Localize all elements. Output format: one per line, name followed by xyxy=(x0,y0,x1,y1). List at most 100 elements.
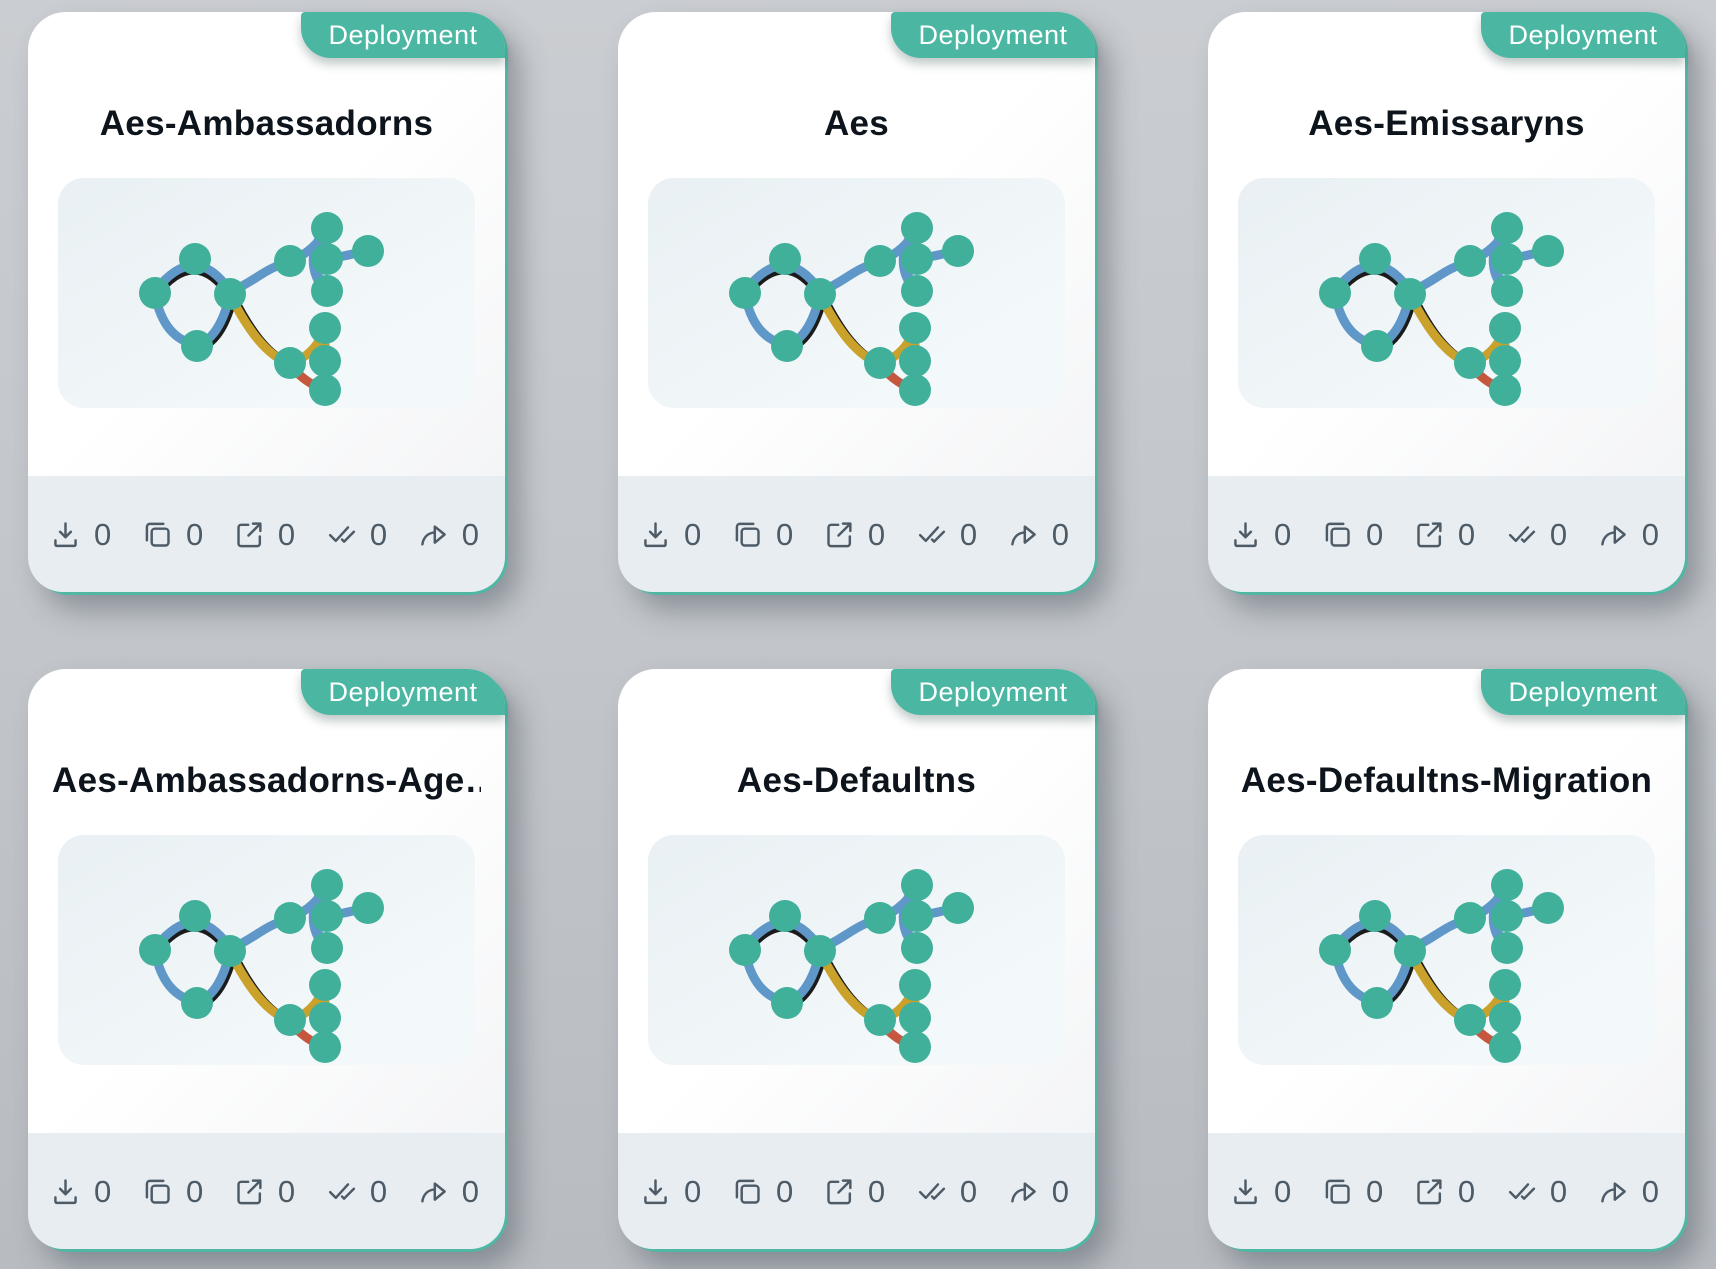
download-icon xyxy=(50,1176,81,1207)
external-link-icon xyxy=(234,1176,265,1207)
download-icon xyxy=(1230,1176,1261,1207)
copy-icon xyxy=(732,519,763,550)
copy-stat[interactable]: 0 xyxy=(1322,1176,1383,1207)
copy-count: 0 xyxy=(1365,516,1384,552)
pipeline-thumbnail xyxy=(58,835,475,1065)
pipeline-graph xyxy=(58,178,475,408)
copy-stat[interactable]: 0 xyxy=(732,519,793,550)
download-count: 0 xyxy=(684,516,702,552)
forward-count: 0 xyxy=(1051,516,1069,552)
download-stat[interactable]: 0 xyxy=(640,1176,701,1207)
forward-stat[interactable]: 0 xyxy=(1008,519,1069,550)
forward-stat[interactable]: 0 xyxy=(1598,1176,1659,1207)
download-stat[interactable]: 0 xyxy=(1230,519,1291,550)
copy-count: 0 xyxy=(185,1173,204,1209)
forward-icon xyxy=(418,1176,449,1207)
card-title: Aes-Emissaryns xyxy=(1308,104,1585,143)
forward-icon xyxy=(1598,519,1629,550)
download-count: 0 xyxy=(94,516,112,552)
deployment-badge: Deployment xyxy=(301,669,505,715)
deployment-card[interactable]: Deployment Aes-Defaultns-Migration 0 0 0… xyxy=(1208,669,1685,1249)
forward-count: 0 xyxy=(461,1173,479,1209)
pipeline-thumbnail xyxy=(1238,178,1655,408)
external-link-stat[interactable]: 0 xyxy=(824,1176,885,1207)
external-link-stat[interactable]: 0 xyxy=(234,519,295,550)
double-check-icon xyxy=(326,1176,357,1207)
pipeline-thumbnail xyxy=(648,835,1065,1065)
download-count: 0 xyxy=(1274,1173,1292,1209)
external-link-count: 0 xyxy=(867,1173,886,1209)
deployment-card[interactable]: Deployment Aes-Ambassadorns-Age… 0 0 0 0 xyxy=(28,669,505,1249)
download-icon xyxy=(50,519,81,550)
forward-stat[interactable]: 0 xyxy=(418,519,479,550)
download-count: 0 xyxy=(684,1173,702,1209)
card-stats-bar: 0 0 0 0 0 xyxy=(618,1133,1095,1249)
forward-count: 0 xyxy=(1051,1173,1069,1209)
copy-stat[interactable]: 0 xyxy=(142,519,203,550)
double-check-count: 0 xyxy=(369,1173,388,1209)
download-stat[interactable]: 0 xyxy=(1230,1176,1291,1207)
double-check-count: 0 xyxy=(1549,516,1568,552)
pipeline-graph xyxy=(58,835,475,1065)
forward-stat[interactable]: 0 xyxy=(1008,1176,1069,1207)
copy-count: 0 xyxy=(185,516,204,552)
copy-count: 0 xyxy=(1365,1173,1384,1209)
external-link-count: 0 xyxy=(1457,516,1476,552)
copy-count: 0 xyxy=(775,516,794,552)
forward-stat[interactable]: 0 xyxy=(1598,519,1659,550)
external-link-stat[interactable]: 0 xyxy=(234,1176,295,1207)
card-title: Aes-Ambassadorns-Age… xyxy=(52,761,481,800)
double-check-count: 0 xyxy=(959,1173,978,1209)
deployment-card[interactable]: Deployment Aes-Emissaryns 0 0 0 0 xyxy=(1208,12,1685,592)
pipeline-graph xyxy=(648,178,1065,408)
copy-stat[interactable]: 0 xyxy=(142,1176,203,1207)
forward-count: 0 xyxy=(461,516,479,552)
card-title: Aes xyxy=(823,104,890,143)
forward-count: 0 xyxy=(1641,1173,1659,1209)
external-link-icon xyxy=(824,519,855,550)
card-stats-bar: 0 0 0 0 0 xyxy=(1208,1133,1685,1249)
copy-stat[interactable]: 0 xyxy=(1322,519,1383,550)
pipeline-graph xyxy=(648,835,1065,1065)
forward-count: 0 xyxy=(1641,516,1659,552)
deployment-card[interactable]: Deployment Aes 0 0 0 0 0 xyxy=(618,12,1095,592)
forward-icon xyxy=(1598,1176,1629,1207)
double-check-icon xyxy=(916,519,947,550)
download-stat[interactable]: 0 xyxy=(50,519,111,550)
double-check-stat[interactable]: 0 xyxy=(326,1176,387,1207)
double-check-stat[interactable]: 0 xyxy=(326,519,387,550)
external-link-stat[interactable]: 0 xyxy=(1414,519,1475,550)
deployment-card[interactable]: Deployment Aes-Ambassadorns 0 0 0 0 xyxy=(28,12,505,592)
external-link-count: 0 xyxy=(277,1173,296,1209)
card-stats-bar: 0 0 0 0 0 xyxy=(1208,476,1685,592)
copy-stat[interactable]: 0 xyxy=(732,1176,793,1207)
download-stat[interactable]: 0 xyxy=(50,1176,111,1207)
download-stat[interactable]: 0 xyxy=(640,519,701,550)
deployment-badge: Deployment xyxy=(891,12,1095,58)
double-check-count: 0 xyxy=(369,516,388,552)
forward-stat[interactable]: 0 xyxy=(418,1176,479,1207)
pipeline-thumbnail xyxy=(648,178,1065,408)
external-link-icon xyxy=(1414,1176,1445,1207)
external-link-stat[interactable]: 0 xyxy=(824,519,885,550)
card-title: Aes-Defaultns xyxy=(736,761,977,800)
double-check-stat[interactable]: 0 xyxy=(1506,519,1567,550)
card-stats-bar: 0 0 0 0 0 xyxy=(28,476,505,592)
forward-icon xyxy=(1008,1176,1039,1207)
double-check-stat[interactable]: 0 xyxy=(916,519,977,550)
copy-icon xyxy=(142,1176,173,1207)
deployment-card[interactable]: Deployment Aes-Defaultns 0 0 0 0 xyxy=(618,669,1095,1249)
deployment-badge: Deployment xyxy=(1481,12,1685,58)
external-link-stat[interactable]: 0 xyxy=(1414,1176,1475,1207)
double-check-icon xyxy=(916,1176,947,1207)
card-title: Aes-Ambassadorns xyxy=(99,104,434,143)
external-link-count: 0 xyxy=(867,516,886,552)
copy-icon xyxy=(1322,1176,1353,1207)
double-check-stat[interactable]: 0 xyxy=(1506,1176,1567,1207)
double-check-stat[interactable]: 0 xyxy=(916,1176,977,1207)
deployment-badge: Deployment xyxy=(891,669,1095,715)
deployment-badge: Deployment xyxy=(1481,669,1685,715)
download-count: 0 xyxy=(94,1173,112,1209)
pipeline-graph xyxy=(1238,835,1655,1065)
